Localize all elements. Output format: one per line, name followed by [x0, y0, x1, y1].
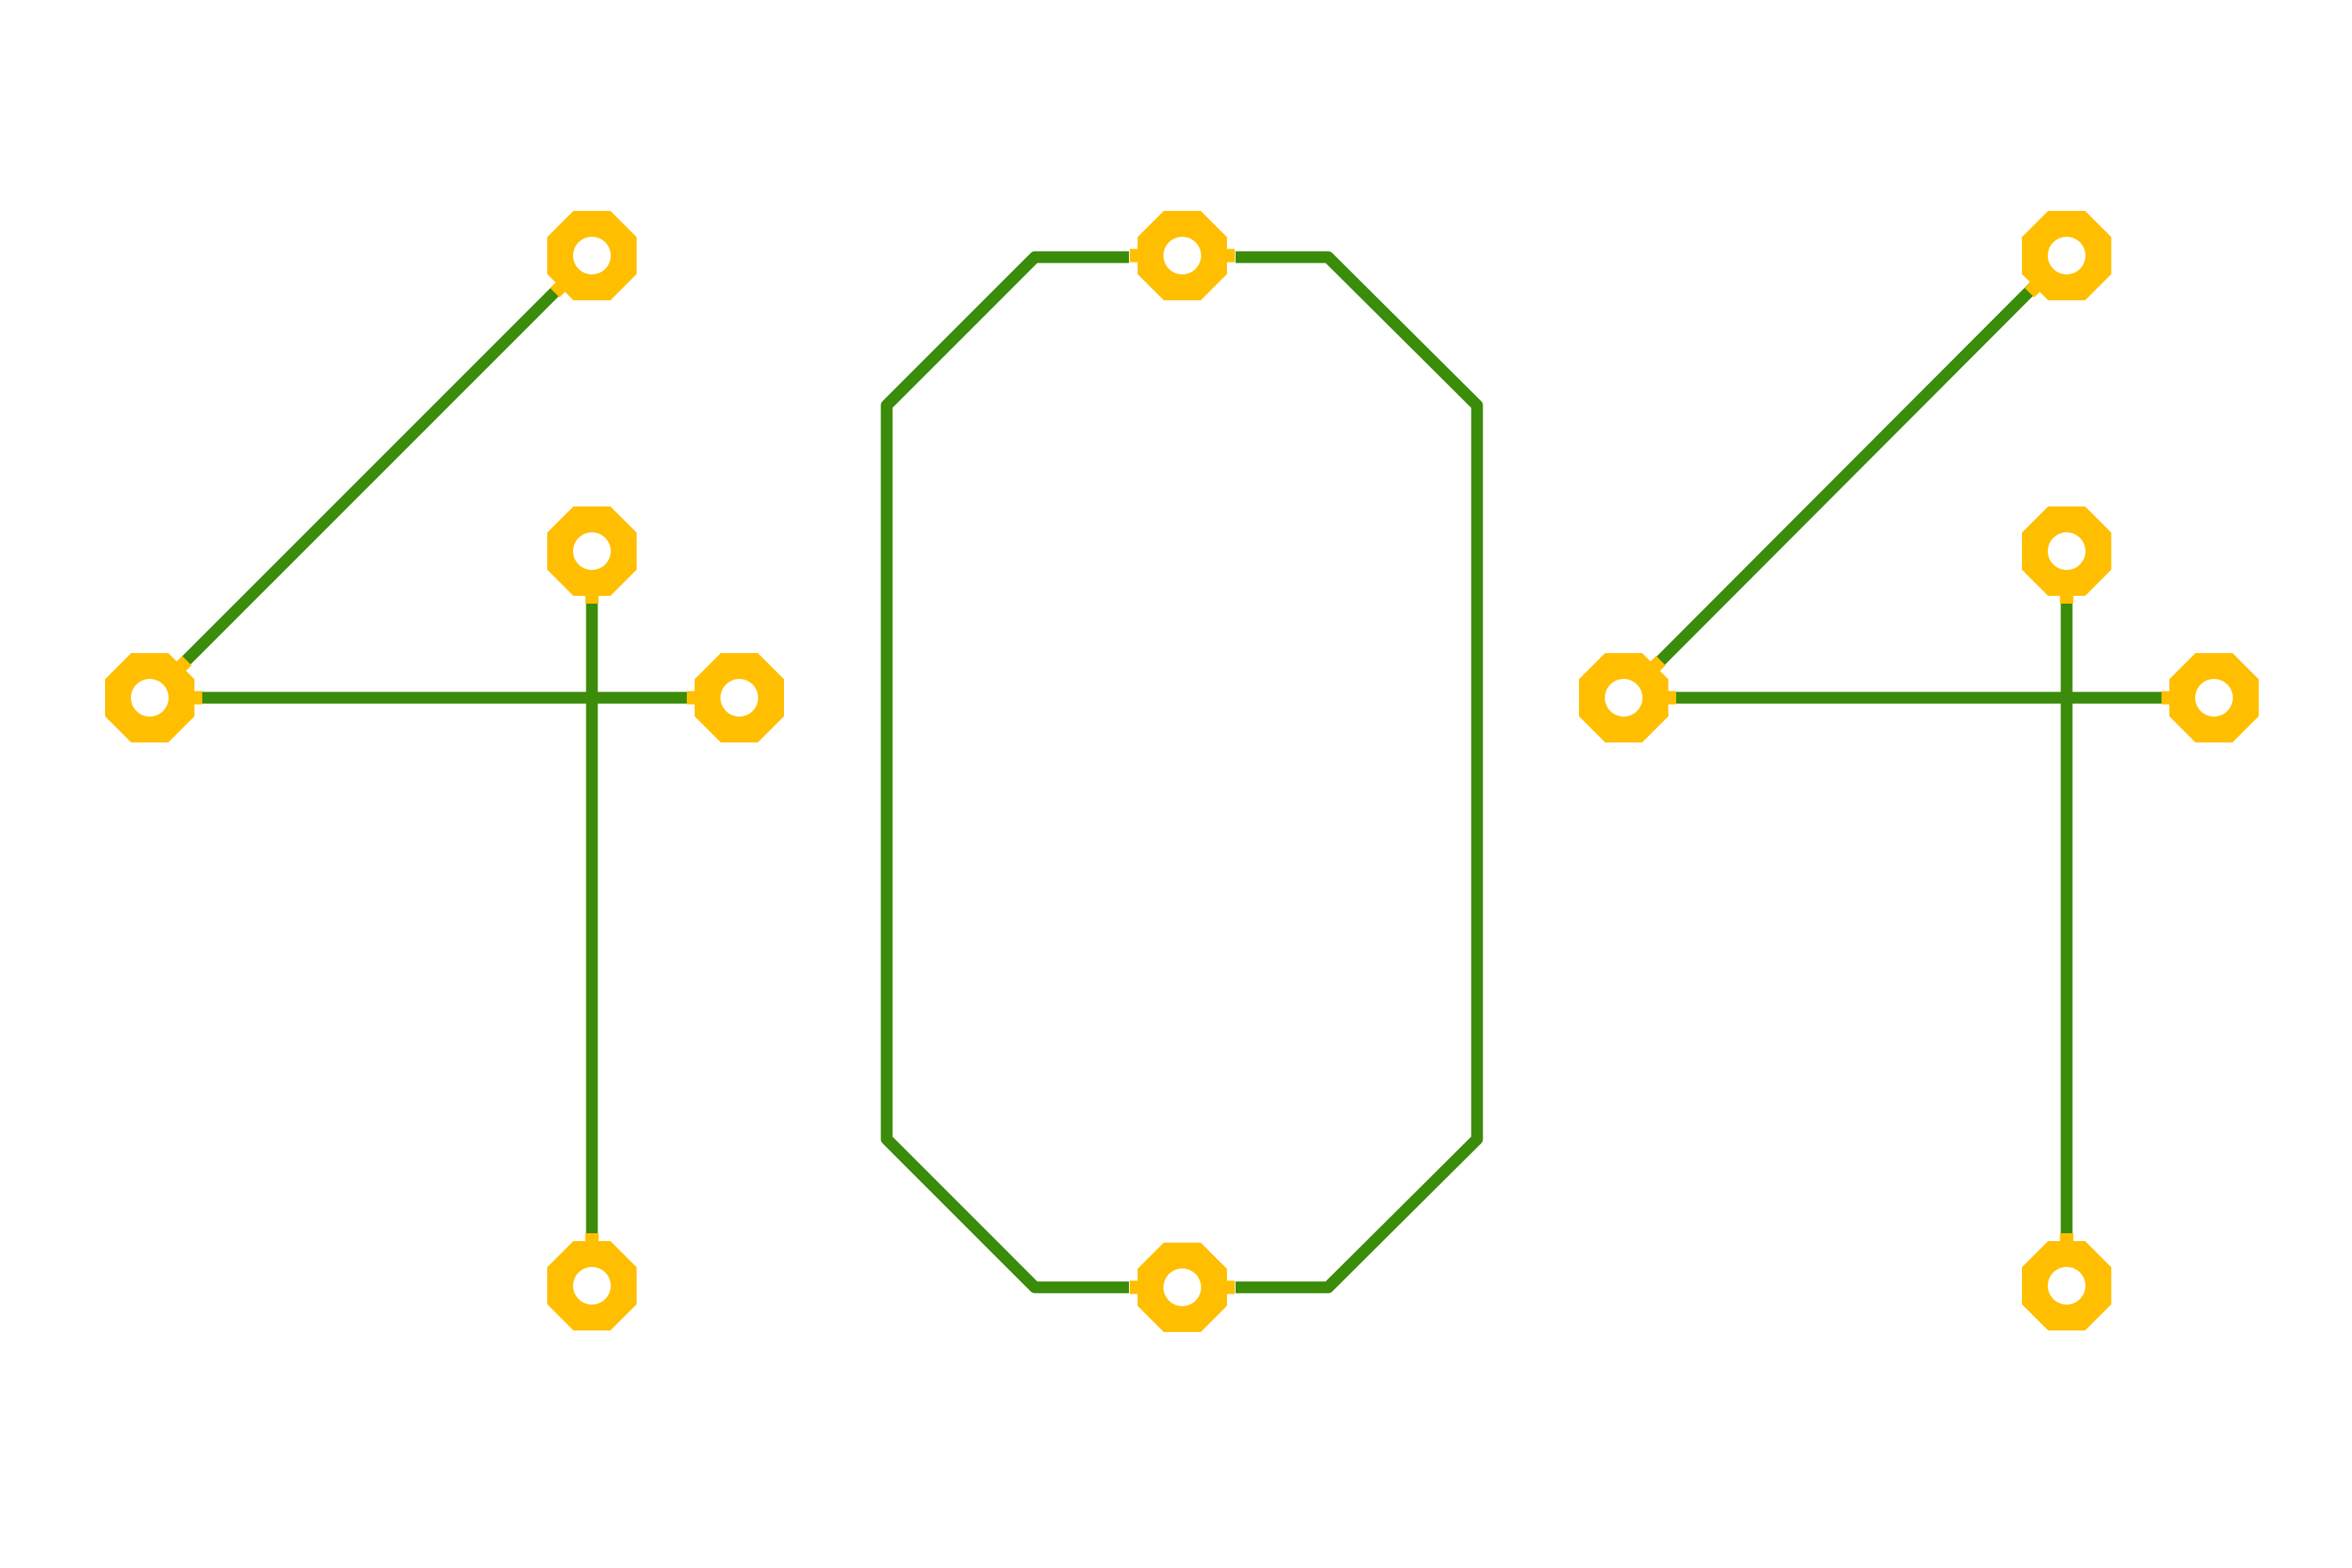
- pad-left-4-right-hole: [720, 679, 758, 717]
- pad-zero-top-hole: [1163, 237, 1201, 274]
- pad-right-4-mid-hole: [2048, 532, 2085, 570]
- pad-zero-bottom: [1130, 1243, 1235, 1332]
- pad-right-4-bottom: [2022, 1233, 2111, 1330]
- pad-zero-bottom-hole: [1163, 1269, 1201, 1306]
- pad-left-4-top-tab-1: [550, 280, 568, 298]
- pad-left-4-mid-hole: [573, 532, 611, 570]
- pad-right-4-right-hole: [2195, 679, 2233, 717]
- pad-right-4-top-tab-1: [2024, 280, 2042, 298]
- digit-4-left-traces: [178, 281, 690, 1237]
- pad-left-4-corner-tab-1: [174, 655, 192, 673]
- pad-left-4-mid: [547, 506, 637, 604]
- traces: [178, 251, 2164, 1294]
- pad-right-4-corner-hole: [1605, 679, 1642, 717]
- trace-zero-outline-right: [1236, 251, 1483, 1294]
- pad-right-4-top-hole: [2048, 237, 2085, 274]
- pad-left-4-top: [547, 211, 637, 300]
- trace-zero-outline: [880, 251, 1129, 1294]
- pad-left-4-top-hole: [573, 237, 611, 274]
- pad-right-4-right: [2161, 653, 2259, 742]
- pad-right-4-corner: [1579, 653, 1676, 742]
- digit-0-traces: [880, 251, 1483, 1294]
- digit-4-right-traces: [1653, 281, 2164, 1237]
- trace-left-4-diagonal: [178, 281, 565, 669]
- pad-left-4-right: [687, 653, 784, 742]
- pad-left-4-bottom-hole: [573, 1267, 611, 1305]
- pad-right-4-top: [2022, 211, 2111, 300]
- trace-right-4-diagonal: [1653, 281, 2039, 669]
- pad-right-4-bottom-hole: [2048, 1267, 2085, 1305]
- pad-left-4-corner: [105, 653, 202, 742]
- pad-left-4-bottom: [547, 1233, 637, 1330]
- pad-left-4-corner-hole: [131, 679, 169, 717]
- pads: [105, 211, 2259, 1332]
- pad-zero-top: [1130, 211, 1235, 300]
- pad-right-4-mid: [2022, 506, 2111, 604]
- pad-right-4-corner-tab-1: [1648, 655, 1666, 673]
